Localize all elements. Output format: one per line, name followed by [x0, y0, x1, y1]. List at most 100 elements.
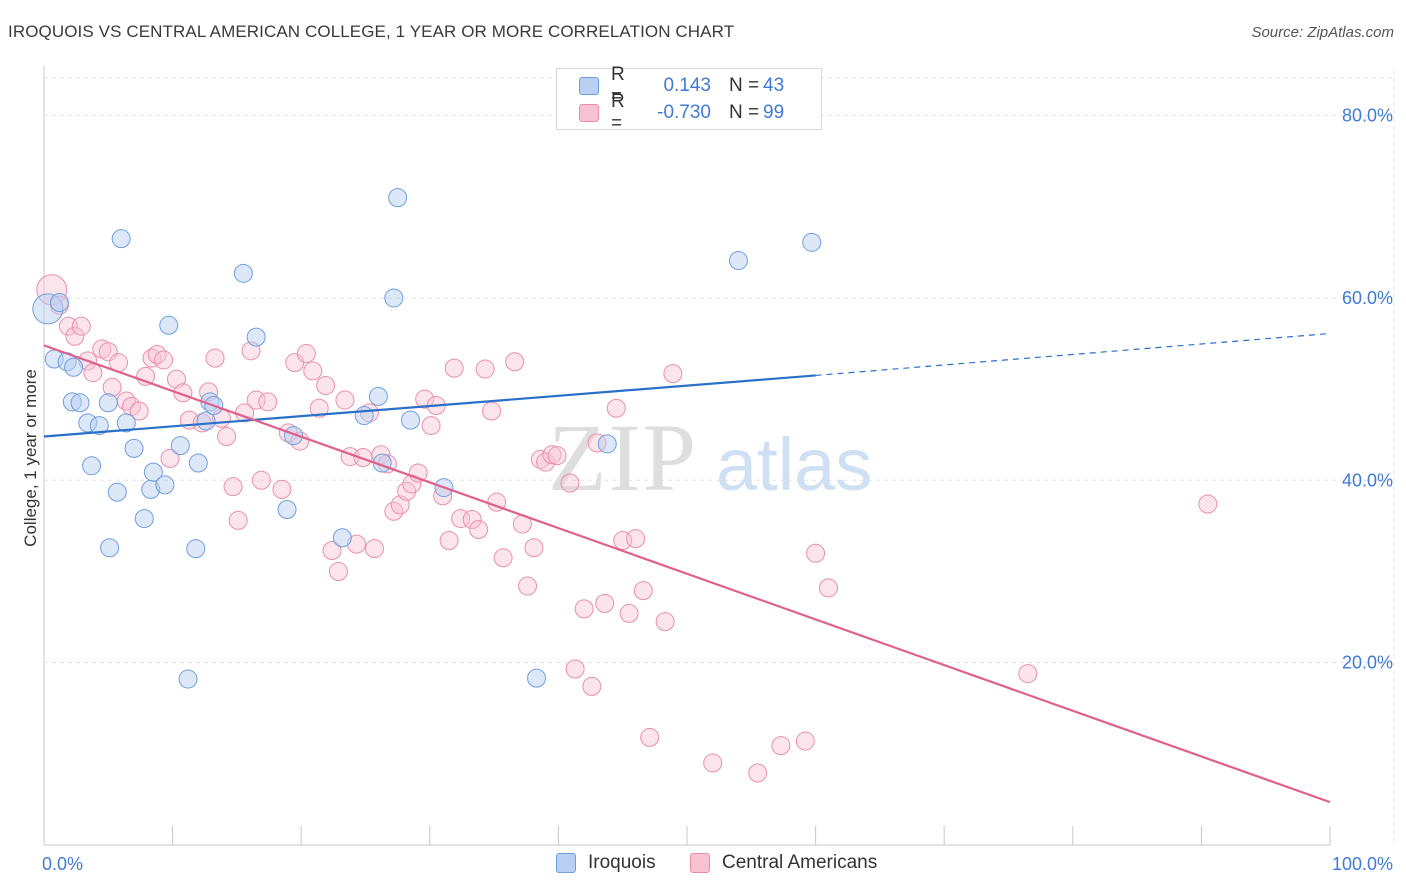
legend-item-central: Central Americans [690, 852, 877, 874]
legend-item-iroquois: Iroquois [556, 852, 656, 874]
central-americans-point [582, 676, 602, 696]
central-americans-point [444, 358, 464, 378]
legend-r-value: 0.143 [663, 75, 711, 96]
iroquois-point [116, 413, 136, 433]
iroquois-point [100, 538, 120, 558]
central-americans-point [595, 593, 615, 613]
y-tick-label: 40.0% [1342, 470, 1393, 490]
watermark: ZIP atlas [548, 404, 872, 511]
iroquois-point [159, 315, 179, 335]
iroquois-point [134, 509, 154, 529]
trend-lines [43, 332, 1331, 804]
iroquois-point [233, 263, 253, 283]
central-americans-point [542, 445, 562, 465]
y-axis-label: College, 1 year or more [21, 369, 40, 547]
iroquois-point [401, 410, 421, 430]
central-americans-point [748, 763, 768, 783]
central-americans-point [703, 753, 723, 773]
central-americans-point [771, 736, 791, 756]
legend-r-label: R = [611, 64, 625, 107]
central-americans-point [335, 390, 355, 410]
iroquois-point [332, 528, 352, 548]
y-tick-label: 20.0% [1342, 653, 1393, 673]
watermark-zip: ZIP [548, 404, 698, 511]
iroquois-point [388, 188, 408, 208]
central-americans-point [316, 375, 336, 395]
central-americans-point [795, 731, 815, 751]
central-americans-point [560, 473, 580, 493]
watermark-atlas: atlas [716, 423, 872, 506]
iroquois-point [170, 436, 190, 456]
central-americans-point [71, 316, 91, 336]
iroquois-point [107, 482, 127, 502]
central-americans-point [633, 581, 653, 601]
central-americans-point [309, 398, 329, 418]
iroquois-point [368, 386, 388, 406]
correlation-legend: R = 0.143 N = 43 R = -0.730 N = 99 [556, 64, 822, 134]
iroquois-point [124, 438, 144, 458]
central-americans-point [258, 392, 278, 412]
central-americans-point [328, 561, 348, 581]
iroquois-point [527, 668, 547, 688]
iroquois-point [70, 393, 90, 413]
central-americans-point [663, 364, 683, 384]
central-americans-point [574, 599, 594, 619]
central-americans-point [102, 377, 122, 397]
iroquois-point [728, 251, 748, 271]
iroquois-point [111, 229, 131, 249]
central-americans-point [505, 352, 525, 372]
x-tick-label: 0.0% [42, 854, 83, 874]
central-americans-point [65, 326, 85, 346]
central-americans-point [518, 576, 538, 596]
axes [43, 66, 1331, 846]
central-americans-point [154, 350, 174, 370]
central-americans-point [272, 479, 292, 499]
iroquois-trendline [43, 374, 816, 438]
blue-swatch [556, 853, 576, 873]
iroquois-point [354, 406, 374, 426]
central-americans-point [547, 446, 567, 466]
legend-row-iroquois: R = 0.143 N = 43 [557, 64, 784, 107]
central-americans-point [619, 603, 639, 623]
central-americans-point [251, 470, 271, 490]
legend-r-value: -0.730 [657, 102, 711, 123]
iroquois-point [196, 411, 216, 431]
y-tick-label: 60.0% [1342, 288, 1393, 308]
central-americans-point [469, 520, 489, 540]
iroquois-point [64, 357, 84, 377]
central-americans-point [524, 538, 544, 558]
iroquois-point [384, 288, 404, 308]
iroquois-point [178, 669, 198, 689]
central-americans-point [129, 401, 149, 421]
iroquois-point [155, 475, 175, 495]
central-americans-point [228, 510, 248, 530]
central-americans-point [421, 416, 441, 436]
central-americans-point [415, 389, 435, 409]
central-americans-point [322, 541, 342, 560]
central-americans-point [640, 727, 660, 747]
series-legend: Iroquois Central Americans [0, 852, 1406, 876]
x-tick-label: 100.0% [1332, 854, 1393, 874]
legend-label-central: Central Americans [722, 852, 878, 873]
central-americans-points [36, 274, 1218, 783]
central-americans-point [83, 363, 103, 383]
central-americans-point [818, 578, 838, 598]
pink-swatch [579, 104, 599, 122]
iroquois-point [143, 462, 163, 482]
central-americans-point [606, 398, 626, 418]
y-tick-label: 80.0% [1342, 106, 1393, 126]
central-americans-point [565, 659, 585, 679]
legend-r-label: R = [611, 91, 625, 134]
legend-label-iroquois: Iroquois [588, 852, 656, 873]
legend-n-value: 99 [763, 102, 785, 123]
iroquois-trendline-extension [815, 332, 1331, 377]
central-americans-point [217, 427, 237, 447]
central-americans-point [303, 361, 323, 381]
iroquois-point [89, 416, 109, 436]
central-americans-point [365, 539, 385, 559]
iroquois-point [49, 293, 69, 312]
central-americans-point [806, 543, 826, 563]
iroquois-point [98, 393, 118, 413]
central-americans-point [482, 401, 502, 421]
central-americans-point [1198, 494, 1218, 514]
